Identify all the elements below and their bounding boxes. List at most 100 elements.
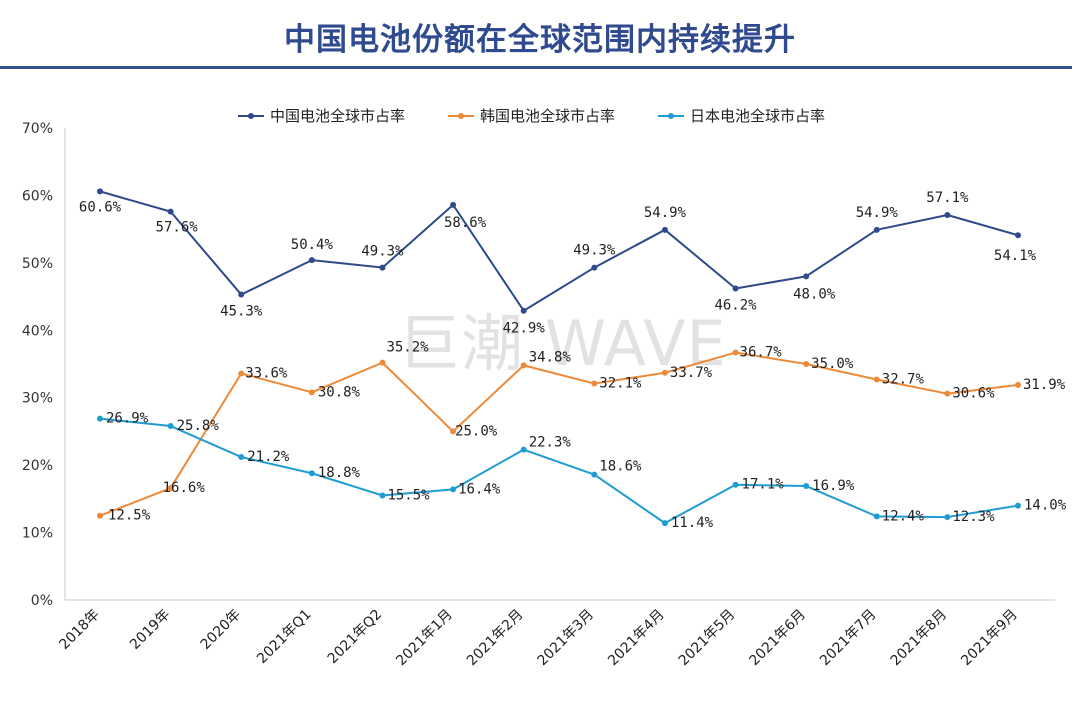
data-point xyxy=(732,349,739,356)
data-point xyxy=(873,513,880,520)
data-point xyxy=(238,291,245,298)
x-tick-label: 2021年1月 xyxy=(393,607,456,670)
data-label: 35.0% xyxy=(811,356,854,372)
data-point xyxy=(308,257,315,264)
data-label: 15.5% xyxy=(387,487,430,503)
data-label: 25.8% xyxy=(177,418,220,434)
data-point xyxy=(944,390,951,397)
data-label: 49.3% xyxy=(361,244,404,260)
data-label: 36.7% xyxy=(740,345,783,361)
data-point xyxy=(944,211,951,218)
data-point xyxy=(167,485,174,492)
data-label: 60.6% xyxy=(79,199,122,215)
data-point xyxy=(520,446,527,453)
data-point xyxy=(238,454,245,461)
data-point xyxy=(873,226,880,233)
data-point xyxy=(379,264,386,271)
data-point xyxy=(591,380,598,387)
data-point xyxy=(238,370,245,377)
data-label: 14.0% xyxy=(1024,498,1067,514)
series-line-2 xyxy=(99,351,1019,517)
legend-swatch-marker xyxy=(248,113,254,119)
data-label: 33.7% xyxy=(670,365,713,381)
data-point xyxy=(450,486,457,493)
y-tick-label: 20% xyxy=(22,458,53,474)
y-tick-label: 60% xyxy=(22,188,53,204)
data-label: 30.8% xyxy=(318,384,361,400)
data-label: 57.6% xyxy=(156,220,199,236)
data-label: 32.1% xyxy=(599,376,642,392)
chart-data-labels: 60.6% 57.6% 45.3% 50.4% 49.3% 58.6% 42.9% 49.3%… xyxy=(79,190,1067,531)
data-point xyxy=(308,470,315,477)
data-point xyxy=(1015,381,1021,388)
x-tick-label: 2021年3月 xyxy=(535,607,598,670)
x-tick-label: 2019年 xyxy=(127,607,173,653)
data-label: 12.4% xyxy=(882,508,925,524)
chart-axes: 0%10%20%30%40%50%60%70%2018年 2019年 2020年 20… xyxy=(22,121,1055,669)
data-point xyxy=(520,362,527,369)
data-point xyxy=(732,481,739,488)
data-point xyxy=(379,492,386,499)
series-line-1 xyxy=(99,190,1019,312)
page-title: 中国电池份额在全球范围内持续提升 xyxy=(284,22,796,58)
x-tick-label: 2021年7月 xyxy=(817,607,880,670)
series-line-3 xyxy=(99,417,1019,525)
data-label: 35.2% xyxy=(386,340,429,356)
data-label: 54.9% xyxy=(644,205,687,221)
data-label: 18.8% xyxy=(318,465,361,481)
data-label: 57.1% xyxy=(926,190,969,206)
data-label: 25.0% xyxy=(455,423,498,439)
data-label: 16.9% xyxy=(812,478,855,494)
data-label: 48.0% xyxy=(793,286,836,302)
x-tick-label: 2021年Q2 xyxy=(325,607,386,668)
data-label: 49.3% xyxy=(573,243,616,259)
data-point xyxy=(944,514,951,521)
data-point xyxy=(97,415,103,422)
data-point xyxy=(167,208,174,215)
x-tick-label: 2021年Q1 xyxy=(254,607,315,668)
data-label: 42.9% xyxy=(503,321,546,337)
data-point xyxy=(308,389,315,396)
data-label: 22.3% xyxy=(529,435,572,451)
data-label: 54.9% xyxy=(856,205,899,221)
data-label: 50.4% xyxy=(291,237,334,253)
data-point xyxy=(661,226,668,233)
legend-swatch-marker xyxy=(458,113,464,119)
x-tick-label: 2021年9月 xyxy=(958,607,1021,670)
data-label: 12.5% xyxy=(108,508,151,524)
x-tick-label: 2021年5月 xyxy=(676,607,739,670)
x-tick-label: 2021年2月 xyxy=(464,607,527,670)
data-label: 11.4% xyxy=(671,515,714,531)
legend-swatch-marker xyxy=(668,113,674,119)
data-point xyxy=(450,428,457,435)
data-point xyxy=(803,273,810,280)
data-label: 17.1% xyxy=(742,477,785,493)
y-tick-label: 50% xyxy=(22,256,53,272)
data-point xyxy=(591,471,598,478)
data-label: 33.6% xyxy=(245,365,288,381)
legend-entry: 中国电池全球市占率 xyxy=(270,107,405,125)
data-label: 21.2% xyxy=(247,449,290,465)
y-tick-label: 70% xyxy=(22,121,53,137)
data-label: 34.8% xyxy=(529,349,572,365)
y-tick-label: 30% xyxy=(22,391,53,407)
title-underline xyxy=(0,66,1072,69)
data-label: 32.7% xyxy=(882,372,925,388)
x-tick-label: 2021年8月 xyxy=(888,607,951,670)
data-point xyxy=(97,512,103,519)
chart-legend[interactable]: 中国电池全球市占率 韩国电池全球市占率 日本电池全球市占率 xyxy=(238,107,825,125)
x-tick-label: 2021年6月 xyxy=(746,607,809,670)
y-tick-label: 0% xyxy=(31,593,53,609)
data-point xyxy=(167,423,174,430)
data-point xyxy=(520,307,527,314)
data-label: 46.2% xyxy=(714,297,757,313)
data-point xyxy=(450,201,457,208)
y-tick-label: 10% xyxy=(22,526,53,542)
data-point xyxy=(379,359,386,366)
data-label: 58.6% xyxy=(444,215,487,231)
x-tick-label: 2020年 xyxy=(198,607,244,653)
data-point xyxy=(732,285,739,292)
data-label: 26.9% xyxy=(106,411,149,427)
data-label: 31.9% xyxy=(1023,377,1066,393)
